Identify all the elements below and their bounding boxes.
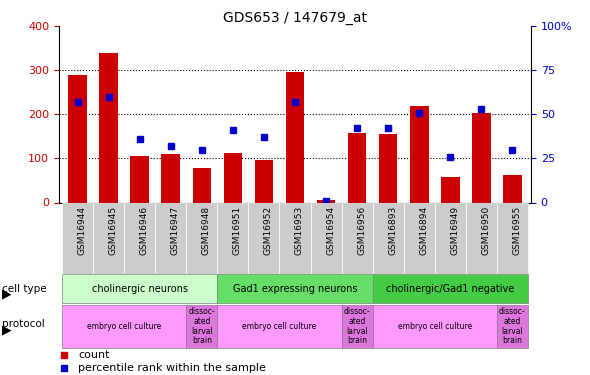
Text: embryo cell culture: embryo cell culture bbox=[242, 322, 317, 331]
Bar bbox=[224, 153, 242, 203]
Text: GSM16950: GSM16950 bbox=[481, 206, 490, 255]
Text: GSM16952: GSM16952 bbox=[264, 206, 273, 255]
Bar bbox=[348, 133, 366, 202]
Text: GSM16893: GSM16893 bbox=[388, 206, 397, 255]
Bar bbox=[342, 304, 373, 348]
Bar bbox=[503, 175, 522, 202]
Bar bbox=[255, 160, 273, 202]
Bar bbox=[280, 202, 310, 274]
Bar bbox=[466, 202, 497, 274]
Bar bbox=[435, 202, 466, 274]
Bar bbox=[472, 114, 491, 202]
Text: GSM16947: GSM16947 bbox=[171, 206, 180, 255]
Text: GSM16953: GSM16953 bbox=[295, 206, 304, 255]
Text: dissoc-
ated
larval
brain: dissoc- ated larval brain bbox=[344, 307, 371, 345]
Bar bbox=[342, 202, 373, 274]
Bar bbox=[155, 202, 186, 274]
Text: GSM16946: GSM16946 bbox=[140, 206, 149, 255]
Text: GSM16951: GSM16951 bbox=[233, 206, 242, 255]
Bar bbox=[410, 106, 428, 202]
Bar bbox=[441, 177, 460, 203]
Bar bbox=[373, 304, 497, 348]
Bar bbox=[310, 202, 342, 274]
Bar bbox=[186, 202, 217, 274]
Bar bbox=[93, 202, 124, 274]
Bar bbox=[99, 53, 118, 202]
Text: ▶: ▶ bbox=[2, 288, 11, 301]
Bar bbox=[217, 304, 342, 348]
Bar bbox=[286, 72, 304, 202]
Text: GSM16955: GSM16955 bbox=[512, 206, 522, 255]
Bar bbox=[497, 202, 528, 274]
Text: count: count bbox=[78, 350, 109, 360]
Bar bbox=[497, 304, 528, 348]
Bar bbox=[62, 304, 186, 348]
Bar bbox=[404, 202, 435, 274]
Bar bbox=[373, 202, 404, 274]
Bar bbox=[162, 154, 180, 203]
Bar bbox=[373, 274, 528, 303]
Bar bbox=[62, 274, 217, 303]
Bar bbox=[217, 274, 373, 303]
Text: cell type: cell type bbox=[2, 284, 47, 294]
Text: GSM16949: GSM16949 bbox=[450, 206, 459, 255]
Text: dissoc-
ated
larval
brain: dissoc- ated larval brain bbox=[499, 307, 526, 345]
Text: GSM16956: GSM16956 bbox=[357, 206, 366, 255]
Text: cholinergic neurons: cholinergic neurons bbox=[91, 284, 188, 294]
Text: embryo cell culture: embryo cell culture bbox=[398, 322, 472, 331]
Bar bbox=[124, 202, 155, 274]
Text: GSM16945: GSM16945 bbox=[109, 206, 117, 255]
Text: GSM16954: GSM16954 bbox=[326, 206, 335, 255]
Text: GSM16944: GSM16944 bbox=[78, 206, 87, 255]
Text: embryo cell culture: embryo cell culture bbox=[87, 322, 161, 331]
Text: percentile rank within the sample: percentile rank within the sample bbox=[78, 363, 266, 374]
Bar bbox=[192, 168, 211, 202]
Bar bbox=[379, 134, 398, 202]
Bar bbox=[248, 202, 280, 274]
Bar bbox=[217, 202, 248, 274]
Text: cholinergic/Gad1 negative: cholinergic/Gad1 negative bbox=[386, 284, 514, 294]
Bar bbox=[130, 156, 149, 203]
Text: GSM16948: GSM16948 bbox=[202, 206, 211, 255]
Text: dissoc-
ated
larval
brain: dissoc- ated larval brain bbox=[189, 307, 215, 345]
Bar bbox=[68, 75, 87, 202]
Title: GDS653 / 147679_at: GDS653 / 147679_at bbox=[223, 11, 367, 25]
Text: protocol: protocol bbox=[2, 320, 44, 329]
Bar bbox=[186, 304, 217, 348]
Text: GSM16894: GSM16894 bbox=[419, 206, 428, 255]
Text: ▶: ▶ bbox=[2, 324, 11, 336]
Text: Gad1 expressing neurons: Gad1 expressing neurons bbox=[232, 284, 358, 294]
Bar bbox=[317, 200, 335, 202]
Bar bbox=[62, 202, 93, 274]
